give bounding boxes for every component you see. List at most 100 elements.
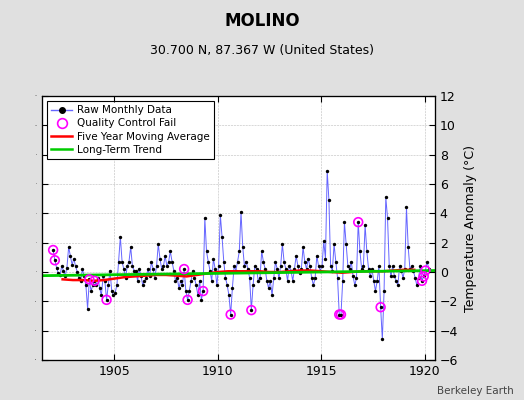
Point [418, 278, 426, 284]
Point [396, 263, 404, 269]
Point [247, 307, 256, 313]
Point [230, 263, 238, 269]
Point [347, 258, 355, 265]
Point [209, 256, 217, 262]
Point [92, 282, 101, 288]
Point [82, 282, 90, 288]
Point [256, 275, 264, 281]
Point [228, 285, 236, 291]
Point [344, 263, 352, 269]
Point [208, 278, 216, 284]
Point [412, 282, 421, 288]
Point [238, 244, 247, 250]
Point [354, 219, 363, 225]
Point [308, 275, 316, 281]
Point [390, 273, 399, 280]
Point [232, 267, 240, 274]
Point [332, 258, 340, 265]
Point [125, 258, 133, 265]
Point [182, 288, 190, 294]
Point [313, 253, 321, 259]
Point [187, 278, 195, 284]
Point [52, 264, 61, 271]
Point [376, 304, 385, 310]
Point [85, 276, 93, 282]
Point [118, 258, 126, 265]
Point [275, 275, 283, 281]
Point [95, 285, 104, 291]
Point [106, 267, 114, 274]
Point [51, 257, 59, 264]
Point [301, 258, 309, 265]
Point [249, 282, 257, 288]
Point [302, 266, 311, 272]
Point [266, 278, 275, 284]
Point [63, 264, 71, 271]
Point [273, 266, 281, 272]
Point [292, 253, 300, 259]
Point [73, 269, 81, 275]
Point [245, 275, 254, 281]
Point [206, 267, 214, 274]
Point [218, 234, 226, 240]
Point [56, 272, 64, 278]
Point [104, 282, 113, 288]
Point [199, 288, 208, 294]
Legend: Raw Monthly Data, Quality Control Fail, Five Year Moving Average, Long-Term Tren: Raw Monthly Data, Quality Control Fail, … [47, 101, 214, 159]
Point [235, 248, 244, 255]
Point [128, 263, 137, 269]
Point [337, 311, 345, 318]
Point [418, 278, 426, 284]
Point [368, 266, 376, 272]
Point [147, 258, 156, 265]
Point [349, 273, 357, 280]
Point [364, 266, 373, 272]
Point [94, 275, 102, 281]
Point [221, 275, 230, 281]
Point [299, 244, 307, 250]
Point [402, 204, 411, 211]
Point [314, 263, 323, 269]
Point [261, 266, 269, 272]
Point [197, 297, 205, 303]
Point [351, 282, 359, 288]
Point [166, 248, 174, 255]
Point [397, 267, 406, 274]
Point [375, 263, 383, 269]
Point [387, 273, 395, 280]
Point [89, 282, 97, 288]
Point [137, 273, 145, 280]
Point [296, 270, 304, 277]
Point [352, 275, 361, 281]
Point [323, 168, 331, 174]
Point [340, 219, 348, 225]
Point [99, 273, 107, 280]
Point [68, 262, 77, 268]
Point [385, 263, 394, 269]
Point [357, 266, 366, 272]
Point [134, 278, 142, 284]
Point [380, 288, 388, 294]
Point [277, 263, 285, 269]
Point [140, 278, 149, 284]
Point [321, 256, 330, 262]
Point [116, 234, 125, 240]
Point [297, 266, 305, 272]
Point [58, 263, 66, 269]
Point [111, 289, 119, 296]
Point [287, 267, 295, 274]
Point [423, 258, 431, 265]
Point [289, 278, 297, 284]
Point [309, 282, 318, 288]
Point [250, 263, 259, 269]
Point [409, 267, 418, 274]
Point [225, 292, 233, 299]
Point [363, 248, 371, 255]
Point [311, 275, 319, 281]
Point [378, 336, 387, 343]
Point [316, 267, 324, 274]
Point [254, 278, 263, 284]
Point [173, 275, 181, 281]
Point [178, 282, 187, 288]
Point [85, 276, 93, 282]
